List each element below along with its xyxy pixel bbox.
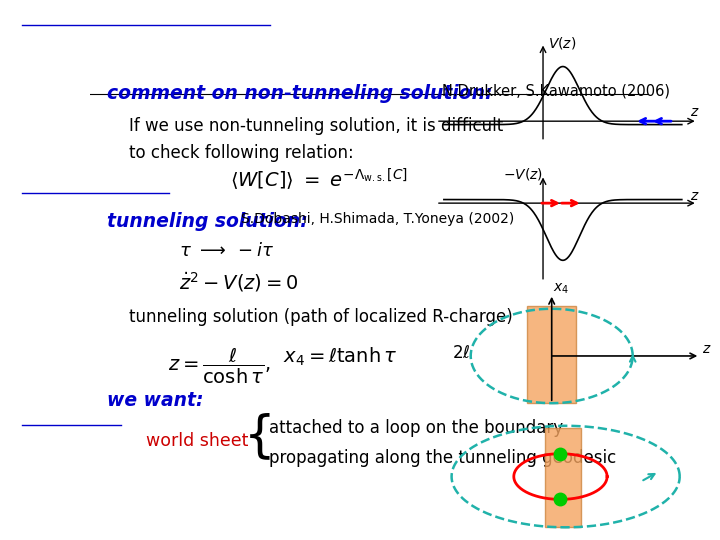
Text: comment on non-tunneling solution:: comment on non-tunneling solution: [107,84,492,103]
Text: we want:: we want: [107,391,203,410]
Text: attached to a loop on the boundary: attached to a loop on the boundary [269,419,563,437]
Text: tunneling solution:: tunneling solution: [107,212,307,232]
Text: propagating along the tunneling geodesic: propagating along the tunneling geodesic [269,449,616,468]
Text: $z$: $z$ [690,105,699,119]
Text: tunneling solution (path of localized R-charge): tunneling solution (path of localized R-… [129,308,513,326]
Text: $z$: $z$ [701,342,711,356]
Text: world sheet: world sheet [145,431,248,449]
Text: $z$: $z$ [690,188,699,202]
Text: $-V(z)$: $-V(z)$ [503,166,544,181]
Text: S.Dobashi, H.Shimada, T.Yoneya (2002): S.Dobashi, H.Shimada, T.Yoneya (2002) [240,212,514,226]
Text: If we use non-tunneling solution, it is difficult: If we use non-tunneling solution, it is … [129,117,503,135]
Text: $\langle W[C] \rangle \ = \ e^{-\Lambda_{\rm w.s.}[C]}$: $\langle W[C] \rangle \ = \ e^{-\Lambda_… [230,167,408,193]
Text: $2\ell$: $2\ell$ [452,345,470,362]
Text: $V(z)$: $V(z)$ [548,35,576,51]
Text: $\dot{z}^2 - V(z) = 0$: $\dot{z}^2 - V(z) = 0$ [179,271,299,294]
Text: $x_4$: $x_4$ [553,282,570,296]
Text: $\tau \ \longrightarrow \ -i\tau$: $\tau \ \longrightarrow \ -i\tau$ [179,241,274,260]
Text: N.Drukker, S.Kawamoto (2006): N.Drukker, S.Kawamoto (2006) [441,84,670,98]
Text: {: { [243,411,275,460]
Bar [545,428,581,527]
Text: $z = \dfrac{\ell}{\cosh\tau},$: $z = \dfrac{\ell}{\cosh\tau},$ [168,346,271,386]
Bar [527,306,576,403]
Text: $x_4 = \ell \tanh\tau$: $x_4 = \ell \tanh\tau$ [282,346,397,368]
Text: to check following relation:: to check following relation: [129,144,354,162]
